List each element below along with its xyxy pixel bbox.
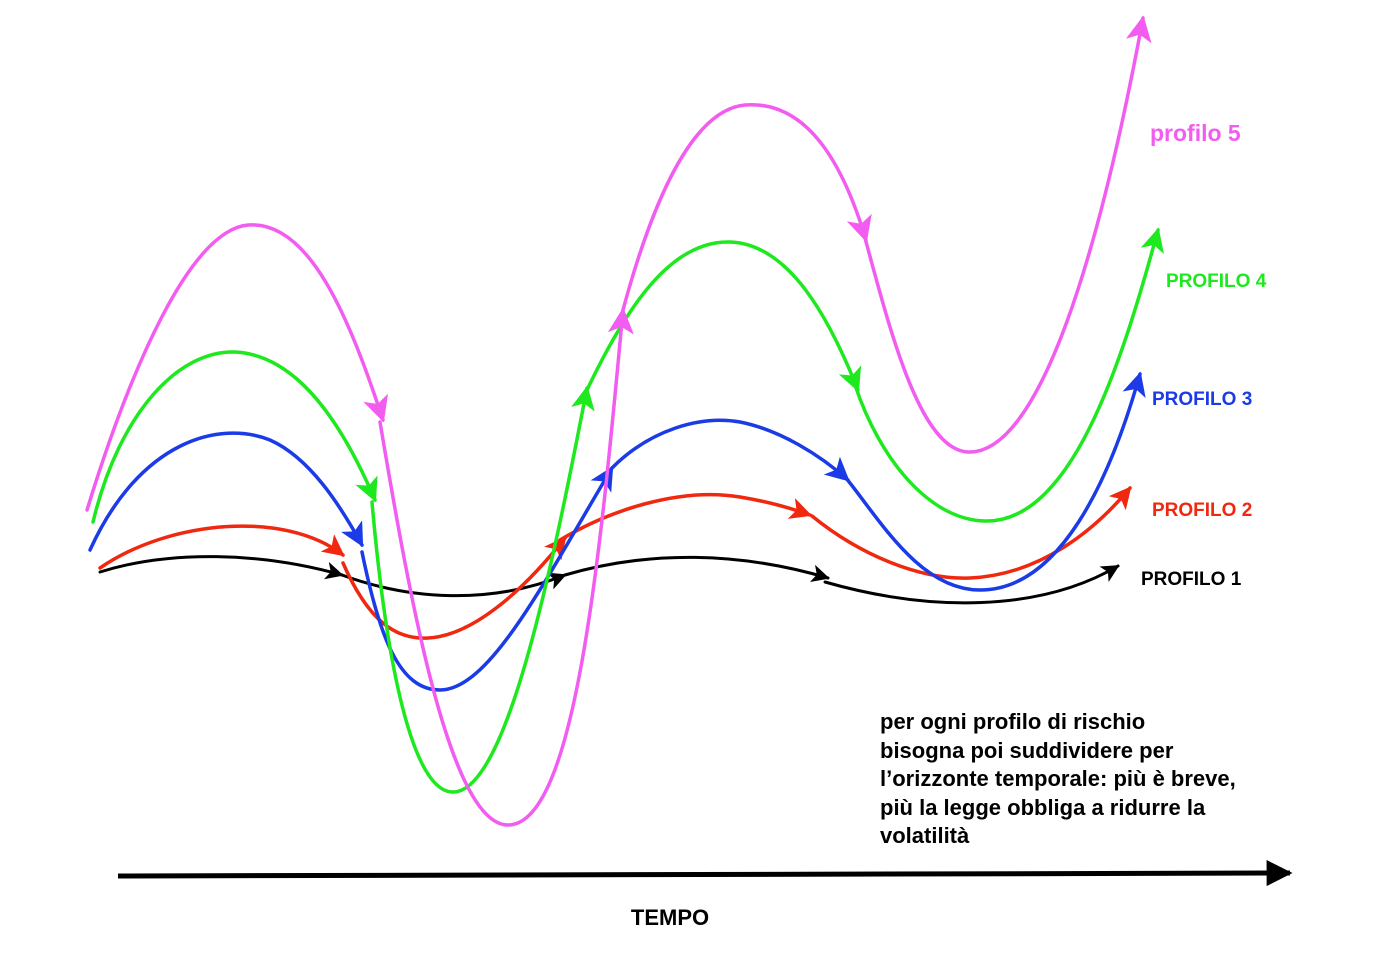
profile-3-segment-2	[360, 465, 614, 692]
profile-1-segment-4	[823, 564, 1120, 605]
profile-3-segment-4	[844, 371, 1146, 592]
profile-2-segment-2	[341, 536, 567, 640]
note-line: l’orizzonte temporale: più è breve,	[880, 766, 1236, 791]
profile-2-segment-1	[98, 524, 345, 570]
profile-1-label: PROFILO 1	[1141, 569, 1242, 590]
note-line: più la legge obbliga a ridurre la	[880, 794, 1206, 820]
profile-5-segment-2	[378, 307, 634, 827]
profile-2-segment-4	[810, 486, 1132, 580]
profile-1-segment-1	[98, 555, 344, 580]
profile-3-segment-1	[88, 431, 364, 552]
profile-3-segment-3	[610, 418, 850, 482]
profile-4-segment-3	[585, 240, 862, 393]
profile-3-label: PROFILO 3	[1152, 389, 1252, 410]
profile-1-segment-3	[563, 555, 830, 583]
profile-4-label: PROFILO 4	[1166, 271, 1267, 292]
profile-5-label: profilo 5	[1150, 120, 1241, 146]
note-line: per ogni profilo di rischio	[880, 709, 1146, 734]
note-line: volatilità	[880, 823, 970, 848]
profile-3-curve	[88, 371, 1146, 692]
profile-5-segment-4	[863, 15, 1152, 454]
profile-5-segment-3	[621, 103, 872, 312]
profile-2-segment-3	[558, 492, 813, 542]
profile-5-segment-1	[85, 223, 389, 512]
profile-2-label: PROFILO 2	[1152, 500, 1252, 521]
profile-4-curve	[91, 227, 1164, 794]
profile-4-segment-4	[853, 227, 1164, 523]
time-axis-label: TEMPO	[630, 905, 710, 930]
explanatory-note: per ogni profilo di rischio bisogna poi …	[880, 708, 1340, 851]
time-axis-arrow	[117, 860, 1293, 887]
profile-4-segment-2	[370, 385, 595, 794]
profile-5-curve	[85, 15, 1152, 827]
note-line: bisogna poi suddividere per	[880, 737, 1174, 763]
profile-4-segment-1	[91, 350, 378, 524]
